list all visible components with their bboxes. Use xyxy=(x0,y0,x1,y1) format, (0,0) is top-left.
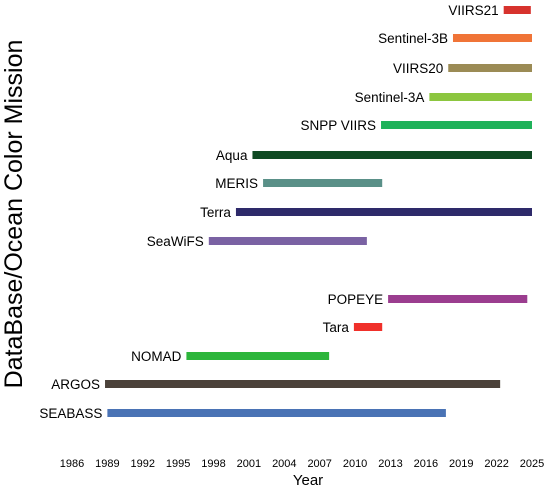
x-tick-label: 2025 xyxy=(520,458,544,470)
mission-bar xyxy=(503,6,531,14)
mission-label: Tara xyxy=(323,320,350,335)
mission-bar xyxy=(381,121,532,129)
mission-label: NOMAD xyxy=(131,349,182,364)
mission-label: MERIS xyxy=(215,176,258,191)
mission-bar xyxy=(448,64,532,72)
mission-label: SEABASS xyxy=(39,406,102,421)
x-tick-label: 1995 xyxy=(166,458,190,470)
x-tick-label: 2022 xyxy=(484,458,508,470)
mission-bar xyxy=(429,93,532,101)
x-tick-label: 1986 xyxy=(60,458,84,470)
mission-label: Terra xyxy=(200,205,231,220)
mission-label: SeaWiFS xyxy=(147,234,204,249)
mission-bar xyxy=(235,208,532,216)
x-tick-label: 2001 xyxy=(237,458,261,470)
mission-bar xyxy=(452,34,532,42)
mission-label: VIIRS20 xyxy=(393,61,443,76)
x-axis-ticks: 1986 1989 1992 1995 1998 2001 2004 2007 2010 2013… xyxy=(60,458,544,470)
x-tick-label: 1992 xyxy=(131,458,155,470)
y-axis-label: DataBase/Ocean Color Mission xyxy=(0,40,28,389)
x-tick-label: 1998 xyxy=(201,458,225,470)
mission-bar xyxy=(186,352,330,360)
x-tick-label: 2019 xyxy=(449,458,473,470)
mission-bar xyxy=(353,323,383,331)
x-tick-label: 2007 xyxy=(307,458,331,470)
x-axis-label: Year xyxy=(293,472,323,489)
mission-label: SNPP VIIRS xyxy=(300,118,376,133)
x-tick-label: 1989 xyxy=(95,458,119,470)
x-tick-label: 2010 xyxy=(343,458,367,470)
mission-label: ARGOS xyxy=(51,377,100,392)
mission-bar xyxy=(105,380,501,388)
mission-bar xyxy=(388,295,528,303)
mission-bar xyxy=(208,237,367,245)
mission-label: Sentinel-3B xyxy=(378,31,448,46)
mission-bar xyxy=(107,409,446,417)
x-tick-label: 2004 xyxy=(272,458,296,470)
x-tick-label: 2016 xyxy=(414,458,438,470)
mission-label: POPEYE xyxy=(328,292,384,307)
mission-bar xyxy=(252,151,532,159)
mission-label: Aqua xyxy=(216,148,248,163)
mission-bar xyxy=(263,179,383,187)
x-tick-label: 2013 xyxy=(378,458,402,470)
mission-label: VIIRS21 xyxy=(448,3,498,18)
mission-label: Sentinel-3A xyxy=(355,90,425,105)
